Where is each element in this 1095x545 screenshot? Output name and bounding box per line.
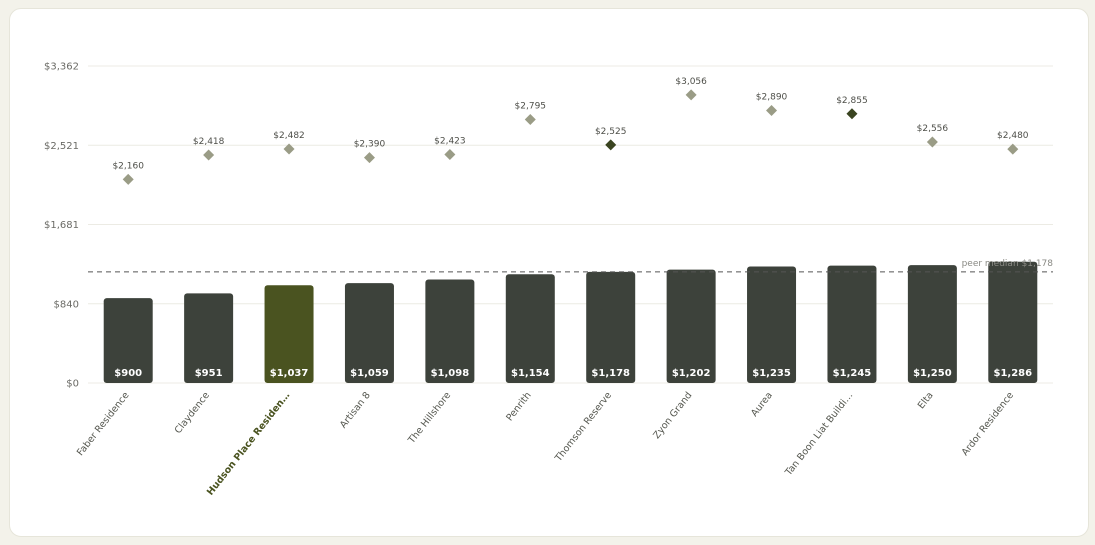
x-tick-label: Artisan 8 <box>338 390 373 430</box>
x-tick-label: Faber Residence <box>75 390 132 458</box>
y-tick-label: $840 <box>54 299 79 310</box>
point-value-label: $2,390 <box>354 140 386 150</box>
x-tick-label: Aurea <box>749 390 775 419</box>
diamond-point <box>363 152 375 164</box>
bar-value-label: $1,178 <box>591 368 630 379</box>
bar-value-label: $1,154 <box>511 368 550 379</box>
diamond-point <box>203 149 215 161</box>
bar <box>103 298 153 383</box>
bar-value-label: $1,250 <box>913 368 952 379</box>
bar-value-label: $1,245 <box>833 368 872 379</box>
bar <box>505 274 555 383</box>
point-value-label: $2,418 <box>193 137 225 147</box>
diamond-point <box>122 173 134 185</box>
diamond-point <box>605 139 617 151</box>
x-tick-label: Penrith <box>504 390 533 423</box>
x-tick-label: Tan Boon Liat Buildi… <box>783 390 856 479</box>
bar <box>425 279 475 383</box>
diamond-point <box>444 149 456 161</box>
bar-value-label: $1,098 <box>431 368 470 379</box>
bar-value-label: $900 <box>114 368 142 379</box>
point-value-label: $2,525 <box>595 127 627 137</box>
diamond-point <box>766 105 778 117</box>
x-tick-label: Hudson Place Residen… <box>205 390 292 498</box>
x-tick-label: Elta <box>916 390 936 411</box>
y-tick-label: $3,362 <box>44 62 79 73</box>
x-tick-label: Ardor Residence <box>960 390 1017 458</box>
bar-value-label: $1,037 <box>270 368 309 379</box>
y-tick-label: $1,681 <box>44 220 79 231</box>
bar <box>344 283 394 383</box>
point-value-label: $2,480 <box>997 131 1029 141</box>
diamond-point <box>283 143 295 155</box>
x-tick-label: The Hillshore <box>406 390 454 447</box>
bar-value-label: $1,286 <box>993 368 1032 379</box>
bar-value-label: $1,235 <box>752 368 791 379</box>
y-tick-label: $0 <box>66 379 79 390</box>
point-value-label: $2,795 <box>515 101 547 111</box>
point-value-label: $2,556 <box>917 124 949 134</box>
bar-value-label: $951 <box>195 368 223 379</box>
diamond-point <box>926 136 938 148</box>
y-tick-label: $2,521 <box>44 141 79 152</box>
diamond-point <box>846 108 858 120</box>
point-value-label: $2,855 <box>836 96 868 106</box>
bar <box>907 265 957 383</box>
x-tick-label: Claydence <box>173 390 212 436</box>
point-value-label: $2,423 <box>434 137 466 147</box>
bar <box>666 269 716 383</box>
reference-line-label: peer median $1,178 <box>962 259 1054 269</box>
diamond-point <box>685 89 697 101</box>
bar <box>184 293 234 383</box>
diamond-point <box>524 113 536 125</box>
point-value-label: $2,890 <box>756 93 788 103</box>
point-value-label: $2,160 <box>112 161 144 171</box>
x-tick-label: Zyon Grand <box>651 390 694 441</box>
bar <box>264 285 314 383</box>
bar <box>747 266 797 383</box>
diamond-point <box>1007 143 1019 155</box>
bar <box>988 261 1038 383</box>
bar-value-label: $1,202 <box>672 368 711 379</box>
bar-value-label: $1,059 <box>350 368 389 379</box>
x-tick-label: Thomson Reserve <box>553 390 615 465</box>
bar <box>586 271 636 383</box>
bar <box>827 265 877 383</box>
point-value-label: $2,482 <box>273 131 305 141</box>
point-value-label: $3,056 <box>675 77 707 87</box>
